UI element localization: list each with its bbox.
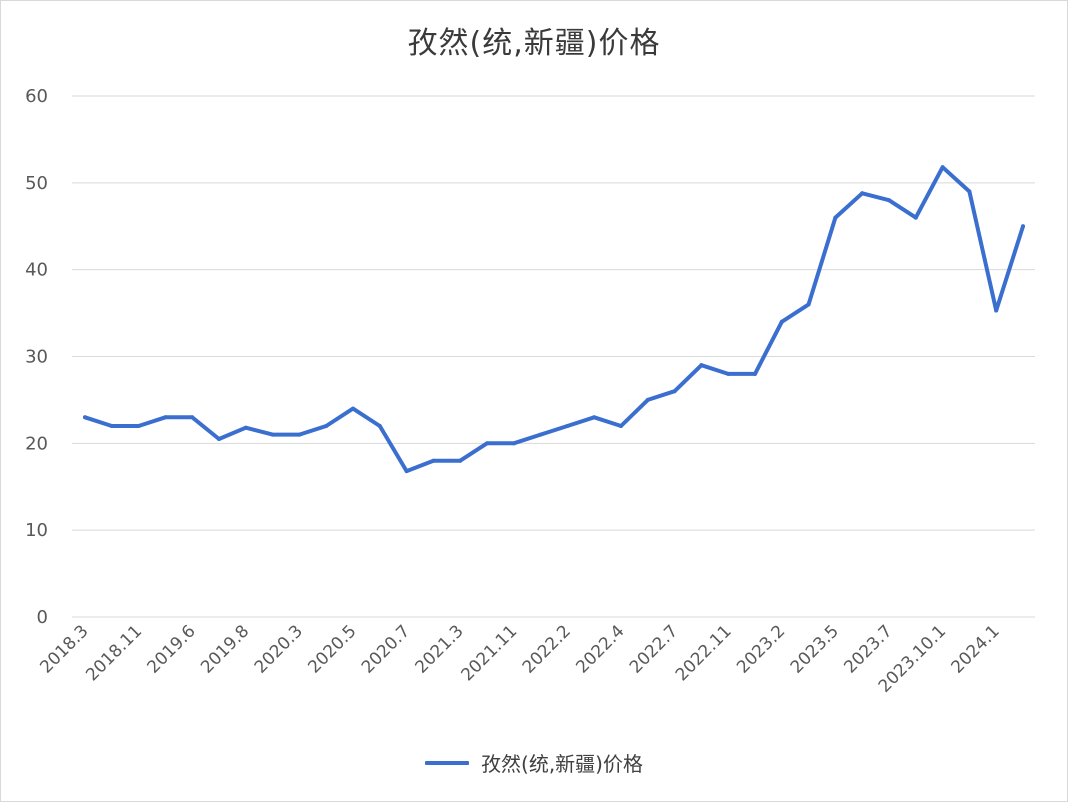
data-point	[431, 458, 436, 463]
y-tick-label: 40	[25, 260, 48, 281]
data-point	[243, 425, 248, 430]
data-point	[324, 423, 329, 428]
data-point	[217, 436, 221, 441]
data-point	[163, 415, 168, 420]
data-point	[806, 302, 811, 307]
x-tick-label: 2023.5	[787, 621, 843, 677]
data-point	[779, 319, 784, 324]
data-point	[967, 189, 972, 194]
x-tick-label: 2019.8	[197, 621, 253, 677]
y-axis-tick-labels: 0 10 20 30 40 50 60	[25, 86, 48, 628]
x-axis-tick-labels: 2018.32018.112019.62019.82020.32020.5202…	[36, 621, 1003, 696]
x-tick-label: 2020.5	[304, 621, 360, 677]
x-tick-label: 2022.11	[672, 621, 736, 685]
x-tick-label: 2020.7	[358, 621, 414, 677]
data-point	[485, 441, 489, 446]
series-line	[83, 165, 1025, 474]
data-point	[109, 423, 114, 428]
x-tick-label: 2022.2	[519, 621, 575, 677]
plot-area	[83, 165, 1025, 474]
data-point	[887, 198, 891, 203]
data-point	[136, 423, 141, 428]
x-tick-label: 2019.6	[144, 621, 200, 677]
data-point	[833, 215, 838, 220]
data-point	[377, 423, 382, 428]
y-tick-label: 60	[25, 86, 48, 107]
data-point	[753, 371, 757, 376]
data-point	[190, 415, 195, 420]
data-point	[1021, 224, 1025, 229]
data-point	[860, 191, 865, 196]
data-point	[994, 308, 999, 313]
data-point	[940, 165, 945, 170]
data-point	[645, 397, 650, 402]
data-point	[672, 389, 677, 394]
x-tick-label: 2018.11	[82, 621, 146, 685]
y-tick-label: 30	[25, 347, 48, 368]
legend-label: 孜然(统,新疆)价格	[481, 752, 643, 776]
gridlines	[72, 95, 1035, 618]
data-point	[83, 415, 87, 420]
legend: 孜然(统,新疆)价格	[0, 748, 1068, 777]
data-point	[565, 423, 570, 428]
chart-title: 孜然(统,新疆)价格	[407, 26, 661, 61]
data-point	[351, 406, 355, 411]
data-point	[592, 415, 597, 420]
data-point	[297, 432, 302, 437]
data-point	[270, 432, 275, 437]
data-point	[619, 423, 623, 428]
data-point	[404, 469, 409, 474]
y-tick-label: 50	[25, 173, 48, 194]
data-point	[699, 363, 704, 368]
data-point	[913, 215, 918, 220]
data-point	[726, 371, 731, 376]
x-tick-label: 2023.2	[733, 621, 789, 677]
y-tick-label: 20	[25, 433, 48, 454]
legend-swatch	[425, 760, 470, 765]
data-point	[511, 441, 516, 446]
data-point	[458, 458, 463, 463]
y-tick-label: 10	[25, 520, 48, 541]
x-tick-label: 2020.3	[251, 621, 307, 677]
x-tick-label: 2021.11	[457, 621, 521, 685]
x-tick-label: 2024.1	[948, 621, 1004, 677]
data-point	[538, 432, 543, 437]
x-tick-label: 2022.4	[572, 621, 628, 677]
y-tick-label: 0	[37, 607, 48, 628]
